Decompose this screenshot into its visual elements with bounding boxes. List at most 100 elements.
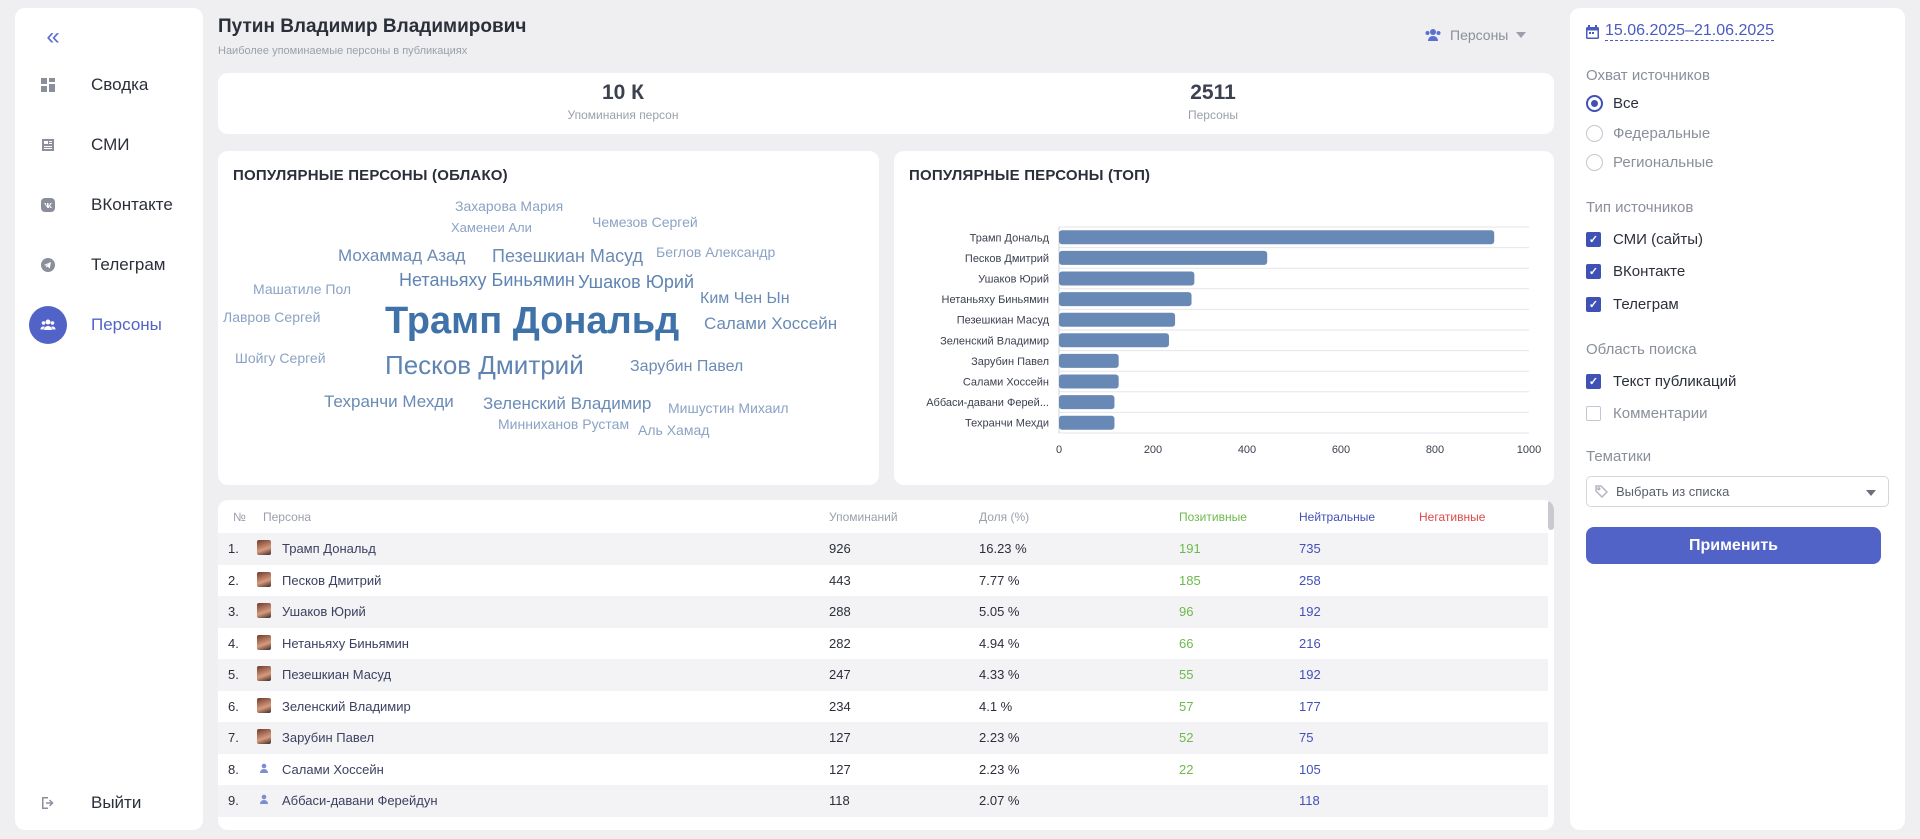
- table-scrollbar[interactable]: [1548, 500, 1554, 530]
- cell-name[interactable]: Трамп Дональд: [282, 541, 376, 556]
- cloud-card: ПОПУЛЯРНЫЕ ПЕРСОНЫ (ОБЛАКО) Захарова Мар…: [218, 151, 879, 485]
- calendar-icon: [1586, 24, 1599, 39]
- cell-name[interactable]: Песков Дмитрий: [282, 572, 382, 588]
- cloud-word[interactable]: Машатиле Пол: [253, 281, 352, 297]
- cell-share: 2.23 %: [979, 761, 1020, 777]
- cell-name[interactable]: Пезешкиан Масуд: [282, 667, 392, 682]
- cloud-word[interactable]: Хаменеи Али: [451, 220, 532, 235]
- cloud-word[interactable]: Зарубин Павел: [630, 358, 744, 375]
- cloud-word[interactable]: Зеленский Владимир: [483, 394, 652, 413]
- cloud-word[interactable]: Ким Чен Ын: [700, 290, 790, 307]
- checkbox-checked[interactable]: ✓: [1586, 264, 1601, 279]
- cell-share: 4.1 %: [979, 698, 1013, 714]
- col-positive[interactable]: Позитивные: [1179, 510, 1247, 524]
- coverage-option-regional[interactable]: Региональные: [1586, 154, 1713, 171]
- coverage-option-all[interactable]: Все: [1586, 95, 1639, 112]
- cloud-word[interactable]: Пезешкиан Масуд: [492, 246, 644, 266]
- sidebar-item-media[interactable]: СМИ: [29, 124, 203, 166]
- source-type-label: ВКонтакте: [1613, 263, 1686, 280]
- cloud-word[interactable]: Чемезов Сергей: [592, 214, 698, 230]
- chevrons-left-icon[interactable]: «: [46, 23, 60, 50]
- table-row[interactable]: 1. Трамп Дональд 926 16.23 % 191 735: [218, 533, 1548, 565]
- sidebar-item-vk[interactable]: ВКонтакте: [29, 184, 203, 226]
- table-row[interactable]: 8. Салами Хоссейн 127 2.23 % 22 105: [218, 754, 1548, 786]
- logout-label: Выйти: [91, 793, 142, 812]
- date-range-link[interactable]: 15.06.2025–21.06.2025: [1605, 22, 1775, 41]
- cell-name[interactable]: Зарубин Павел: [282, 730, 375, 745]
- sidebar-item-telegram[interactable]: Телеграм: [29, 244, 203, 286]
- apply-button[interactable]: Применить: [1586, 527, 1881, 564]
- cloud-word[interactable]: Ушаков Юрий: [578, 272, 695, 292]
- cell-num: 8.: [228, 761, 239, 777]
- checkbox-unchecked[interactable]: [1586, 406, 1601, 421]
- cell-mentions: 288: [829, 604, 851, 619]
- col-share[interactable]: Доля (%): [979, 510, 1030, 524]
- cell-share: 2.07 %: [979, 793, 1020, 808]
- persons-dropdown[interactable]: Персоны: [1424, 27, 1527, 43]
- cloud-word[interactable]: Техранчи Мехди: [324, 392, 454, 411]
- x-tick-label: 600: [1332, 444, 1350, 456]
- radio-unselected[interactable]: [1586, 125, 1603, 142]
- source-type-vk[interactable]: ✓ ВКонтакте: [1586, 263, 1685, 280]
- cloud-word[interactable]: Мохаммад Азад: [338, 246, 466, 265]
- cloud-word[interactable]: Минниханов Рустам: [498, 416, 630, 432]
- logout-button[interactable]: Выйти: [29, 782, 203, 824]
- cell-mentions: 234: [829, 698, 851, 714]
- cloud-word[interactable]: Беглов Александр: [656, 244, 776, 260]
- radio-unselected[interactable]: [1586, 154, 1603, 171]
- category-label: Салами Хоссейн: [963, 377, 1049, 389]
- cloud-word[interactable]: Лавров Сергей: [223, 309, 321, 325]
- cloud-word[interactable]: Нетаньяху Биньямин: [399, 270, 575, 290]
- topics-select[interactable]: Выбрать из списка: [1586, 476, 1889, 507]
- coverage-option-federal[interactable]: Федеральные: [1586, 125, 1710, 142]
- bar: [1059, 312, 1176, 327]
- cloud-word[interactable]: Шойгу Сергей: [235, 350, 326, 366]
- source-type-telegram[interactable]: ✓ Телеграм: [1586, 296, 1679, 313]
- cloud-word[interactable]: Песков Дмитрий: [385, 350, 584, 380]
- stats-panel: 10 К Упоминания персон 2511 Персоны: [218, 73, 1554, 134]
- date-separator: –: [1685, 22, 1694, 39]
- cloud-word[interactable]: Аль Хамад: [638, 422, 710, 438]
- table-row[interactable]: 6. Зеленский Владимир 234 4.1 % 57 177: [218, 691, 1548, 723]
- col-person[interactable]: Персона: [263, 510, 312, 524]
- sidebar-item-summary[interactable]: Сводка: [29, 64, 203, 106]
- checkbox-checked[interactable]: ✓: [1586, 374, 1601, 389]
- col-neutral[interactable]: Нейтральные: [1299, 510, 1376, 524]
- source-type-media[interactable]: ✓ СМИ (сайты): [1586, 231, 1703, 248]
- cell-neutral: 192: [1299, 604, 1321, 619]
- search-area-text[interactable]: ✓ Текст публикаций: [1586, 373, 1736, 390]
- search-area-comments[interactable]: Комментарии: [1586, 405, 1707, 422]
- checkbox-checked[interactable]: ✓: [1586, 232, 1601, 247]
- radio-selected[interactable]: [1586, 95, 1603, 112]
- bar: [1059, 333, 1169, 348]
- date-range[interactable]: 15.06.2025–21.06.2025: [1586, 22, 1775, 41]
- cell-name[interactable]: Зеленский Владимир: [282, 698, 411, 714]
- table-row[interactable]: 5. Пезешкиан Масуд 247 4.33 % 55 192: [218, 659, 1548, 691]
- cloud-word[interactable]: Салами Хоссейн: [704, 314, 838, 333]
- bar: [1059, 292, 1192, 307]
- col-mentions[interactable]: Упоминаний: [829, 510, 898, 524]
- table-row[interactable]: 9. Аббаси-давани Ферейдун 118 2.07 % 118: [218, 785, 1548, 817]
- sidebar-item-label: Персоны: [91, 315, 162, 334]
- cell-num: 9.: [228, 793, 239, 808]
- sidebar-item-persons[interactable]: Персоны: [29, 304, 203, 346]
- col-negative[interactable]: Негативные: [1419, 510, 1486, 524]
- cell-name[interactable]: Аббаси-давани Ферейдун: [282, 793, 438, 808]
- table-row[interactable]: 3. Ушаков Юрий 288 5.05 % 96 192: [218, 596, 1548, 628]
- people-icon: [29, 306, 67, 344]
- category-label: Песков Дмитрий: [965, 253, 1049, 265]
- cell-neutral: 192: [1299, 667, 1321, 682]
- cloud-word[interactable]: Мишустин Михаил: [668, 400, 789, 416]
- bar: [1059, 374, 1119, 389]
- cloud-word[interactable]: Захарова Мария: [455, 198, 564, 214]
- table-row[interactable]: 7. Зарубин Павел 127 2.23 % 52 75: [218, 722, 1548, 754]
- cell-name[interactable]: Салами Хоссейн: [282, 761, 384, 777]
- checkbox-checked[interactable]: ✓: [1586, 297, 1601, 312]
- cell-name[interactable]: Ушаков Юрий: [282, 604, 366, 619]
- table-row[interactable]: 2. Песков Дмитрий 443 7.77 % 185 258: [218, 565, 1548, 597]
- table-row[interactable]: 4. Нетаньяху Биньямин 282 4.94 % 66 216: [218, 628, 1548, 660]
- source-type-label: Телеграм: [1613, 296, 1679, 313]
- cell-name[interactable]: Нетаньяху Биньямин: [282, 635, 409, 651]
- cloud-word[interactable]: Трамп Дональд: [385, 300, 680, 342]
- cell-num: 5.: [228, 667, 239, 682]
